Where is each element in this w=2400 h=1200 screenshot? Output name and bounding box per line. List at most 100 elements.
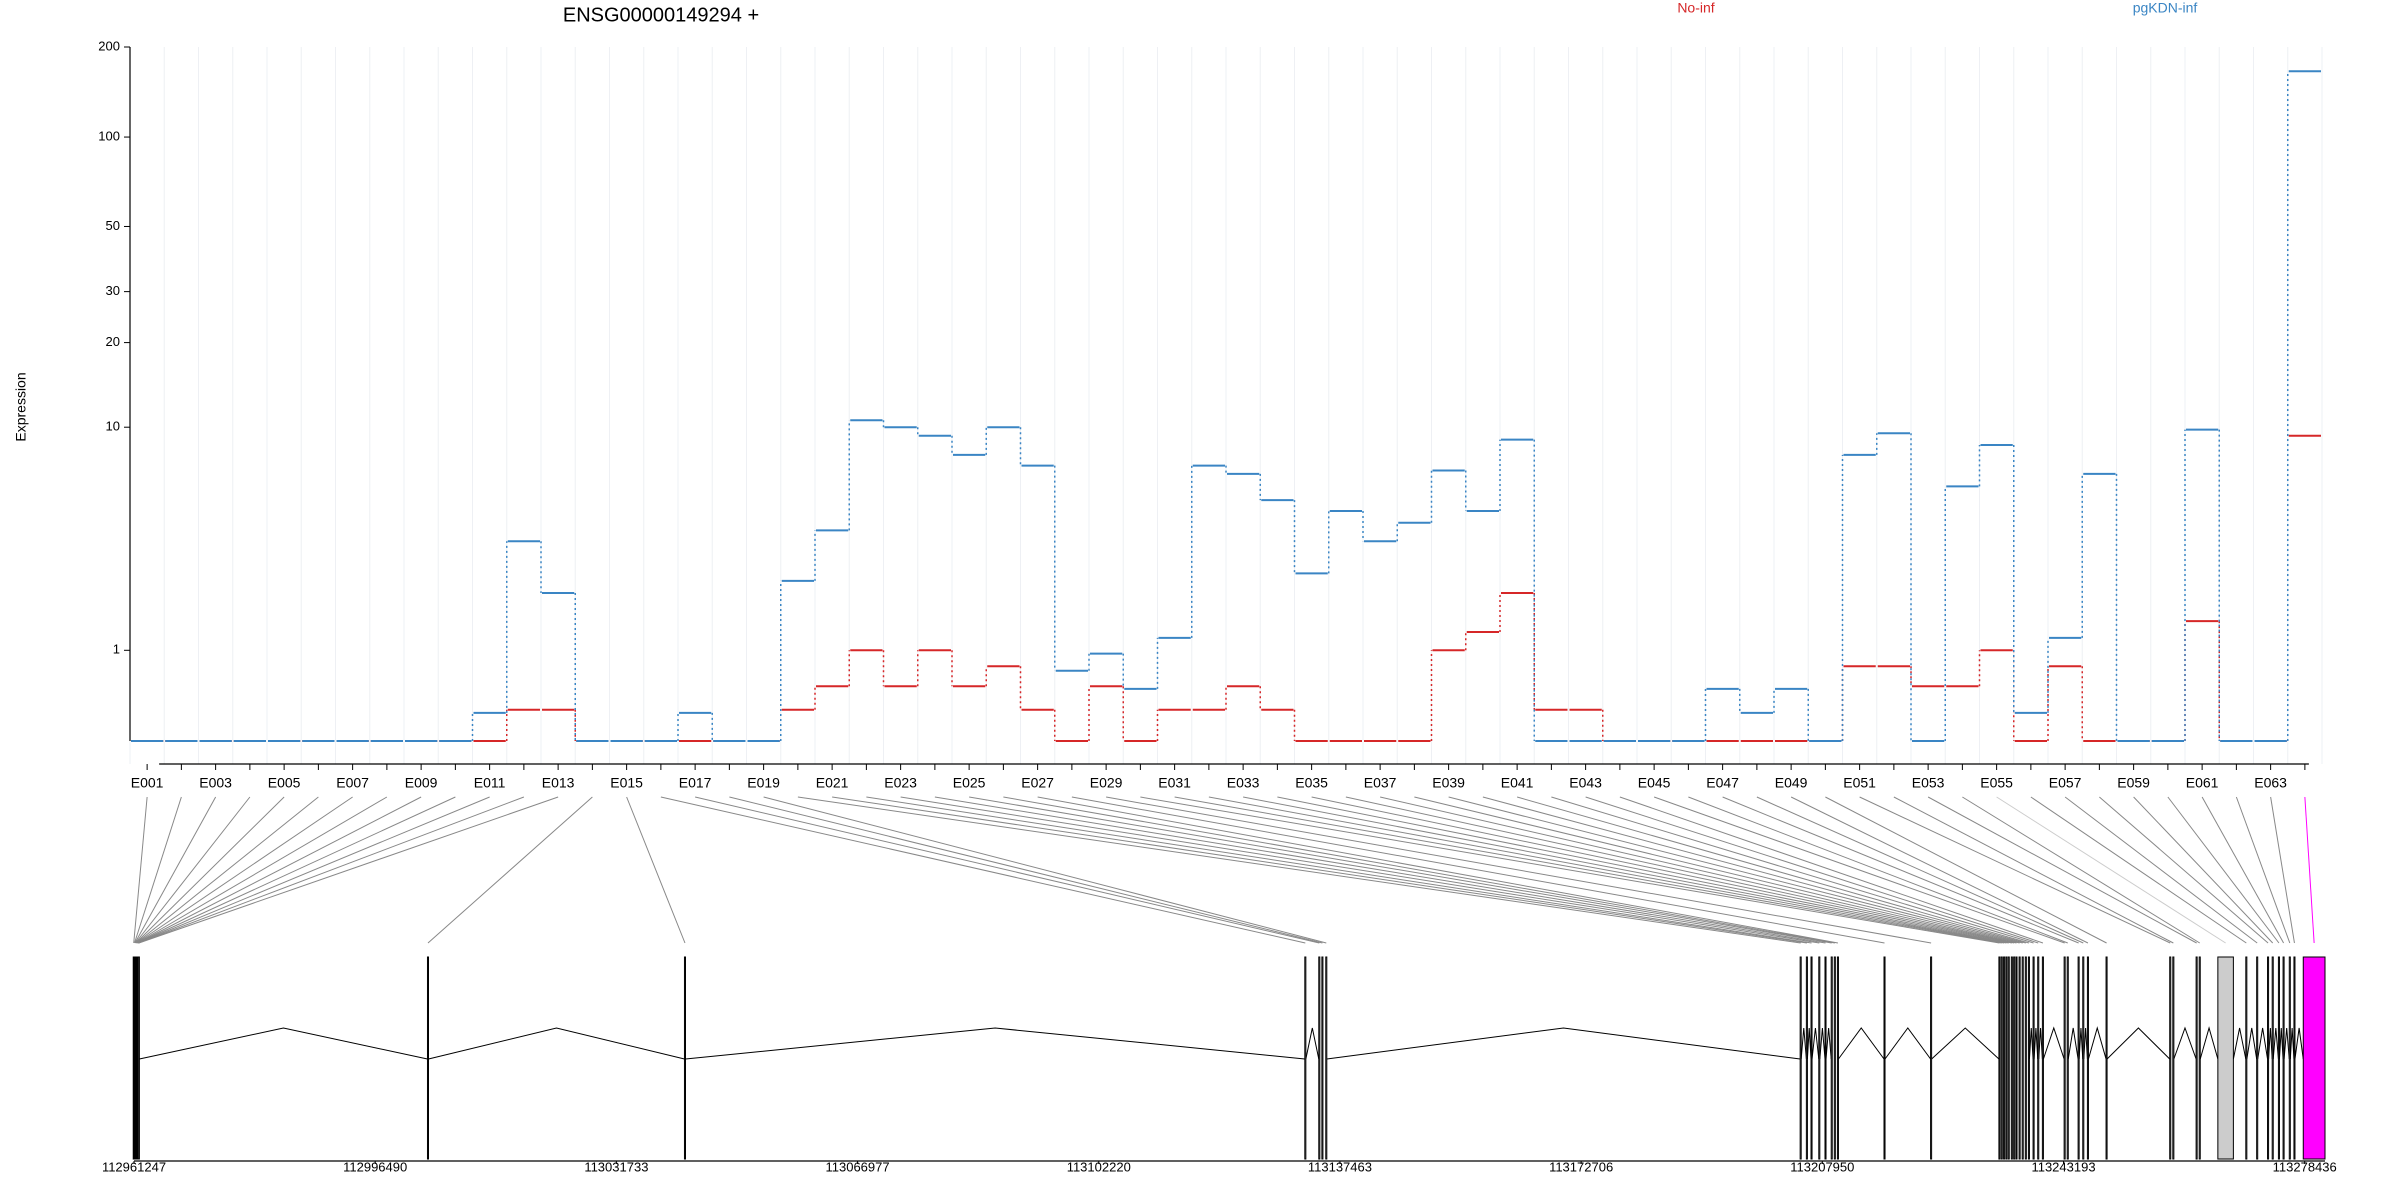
exon [2015, 956, 2018, 1160]
exon [426, 956, 430, 1160]
exon [1836, 956, 1839, 1160]
exon-connector [1893, 796, 2174, 944]
intron [2278, 1027, 2284, 1060]
genomic-tick-label: 113137463 [1308, 1159, 1372, 1174]
exon [2277, 956, 2280, 1160]
exon-connector [427, 796, 593, 944]
exon [2086, 956, 2089, 1160]
y-tick-label: 1 [113, 642, 120, 657]
exon-connector [138, 796, 490, 944]
exon [2000, 956, 2003, 1160]
exon-connector [138, 796, 525, 944]
intron [685, 1027, 1305, 1060]
x-tick-label: E027 [1021, 775, 1054, 791]
exon-connector [1037, 796, 1839, 944]
exon [1833, 956, 1836, 1160]
x-tick-label: E001 [131, 775, 164, 791]
exon [1799, 956, 1802, 1160]
exon [2302, 956, 2326, 1160]
exon-connector [1174, 796, 2002, 944]
exon [2037, 956, 2040, 1160]
exon [2198, 956, 2201, 1160]
exon [2271, 956, 2274, 1160]
intron [2106, 1027, 2171, 1060]
exon [2077, 956, 2080, 1160]
genomic-tick-label: 113243193 [2031, 1159, 2095, 1174]
exon-connector [133, 796, 148, 944]
exon-connector [797, 796, 1801, 944]
intron [1806, 1027, 1812, 1060]
x-tick-label: E053 [1912, 775, 1945, 791]
exon [137, 956, 140, 1160]
intron [2038, 1027, 2043, 1060]
exon [1321, 956, 1324, 1160]
exon [1830, 956, 1833, 1160]
exon-connector [1243, 796, 2007, 944]
exon [2195, 956, 2198, 1160]
exon-connector [1071, 796, 1885, 944]
exon-connector [2133, 796, 2274, 944]
genomic-tick-label: 113172706 [1549, 1159, 1613, 1174]
exon [2245, 956, 2248, 1160]
intron [2083, 1027, 2088, 1060]
y-tick-label: 50 [106, 218, 120, 233]
x-tick-label: E037 [1364, 775, 1397, 791]
x-tick-label: E025 [953, 775, 986, 791]
exon-connector [626, 796, 686, 944]
exon [2217, 956, 2234, 1160]
exon-connector [1140, 796, 2000, 944]
exon [2105, 956, 2108, 1160]
exon [1883, 956, 1886, 1160]
exon [2010, 956, 2013, 1160]
y-tick-label: 10 [106, 419, 120, 434]
exon [2024, 956, 2027, 1160]
exon [1318, 956, 1321, 1160]
exon-connector [134, 796, 217, 944]
x-tick-label: E013 [542, 775, 575, 791]
x-tick-label: E063 [2254, 775, 2287, 791]
exon-connector [1345, 796, 2015, 944]
intron [1931, 1027, 2000, 1060]
intron [2289, 1027, 2295, 1060]
exon-connector [135, 796, 285, 944]
intron [2033, 1027, 2039, 1060]
exon [2032, 956, 2035, 1160]
exon-connector [969, 796, 1832, 944]
exon-connector [1106, 796, 1932, 944]
intron [2028, 1027, 2034, 1060]
exon-connector [1653, 796, 2065, 944]
legend-entry: No-inf [1677, 0, 1714, 16]
exon-connector [1277, 796, 2009, 944]
intron [2067, 1027, 2079, 1060]
exon [2021, 956, 2024, 1160]
x-tick-label: E019 [747, 775, 780, 791]
exon [1805, 956, 1808, 1160]
x-tick-label: E033 [1227, 775, 1260, 791]
intron [2173, 1026, 2197, 1060]
exon [2027, 956, 2030, 1160]
exon [2282, 956, 2285, 1160]
intron [428, 1027, 685, 1060]
exon-connector [2270, 796, 2295, 944]
x-tick-label: E011 [474, 775, 506, 791]
x-tick-label: E043 [1569, 775, 1602, 791]
legend-entry: pgKDN-inf [2133, 0, 2198, 16]
exon [2293, 956, 2296, 1160]
x-tick-label: E047 [1706, 775, 1739, 791]
intron [1800, 1027, 1807, 1060]
intron [2087, 1026, 2107, 1060]
intron [2078, 1027, 2084, 1060]
exon-connector [1003, 796, 1835, 944]
genomic-tick-label: 113066977 [826, 1159, 890, 1174]
exon-connector [138, 796, 559, 944]
exon [2063, 956, 2066, 1160]
x-tick-label: E007 [336, 775, 369, 791]
exon-connector [135, 796, 251, 944]
intron [139, 1027, 428, 1060]
exon-connector [1688, 796, 2068, 944]
intron [2257, 1027, 2269, 1060]
exon-connector [1859, 796, 2171, 944]
intron [1811, 1027, 1820, 1060]
exon-connector [660, 796, 1306, 944]
